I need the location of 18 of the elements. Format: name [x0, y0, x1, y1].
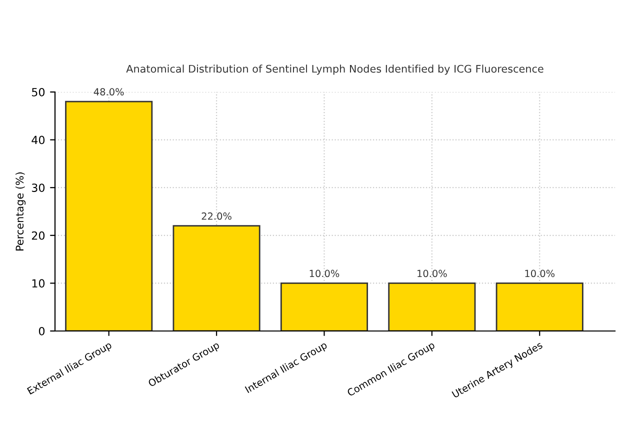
y-axis-title: Percentage (%): [16, 172, 26, 250]
bar: [172, 225, 260, 331]
y-tick-label: 50: [32, 88, 45, 96]
y-tick-label: 30: [32, 184, 45, 192]
bar: [496, 282, 584, 331]
y-tick-label: 10: [32, 279, 45, 288]
bar: [65, 100, 153, 331]
bar: [388, 282, 476, 331]
chart-title: Anatomical Distribution of Sentinel Lymph Nodes Identified by ICG Fluorescence: [126, 64, 544, 75]
y-tick-label: 40: [32, 136, 45, 144]
data-label: 48.0%: [94, 88, 124, 96]
data-label: 10.0%: [310, 270, 340, 278]
y-tick-label: 0: [38, 326, 45, 336]
data-label: 22.0%: [202, 212, 232, 220]
bar: [280, 282, 368, 331]
data-label: 10.0%: [418, 270, 447, 278]
data-label: 10.0%: [525, 270, 555, 278]
y-tick-label: 20: [32, 231, 45, 240]
